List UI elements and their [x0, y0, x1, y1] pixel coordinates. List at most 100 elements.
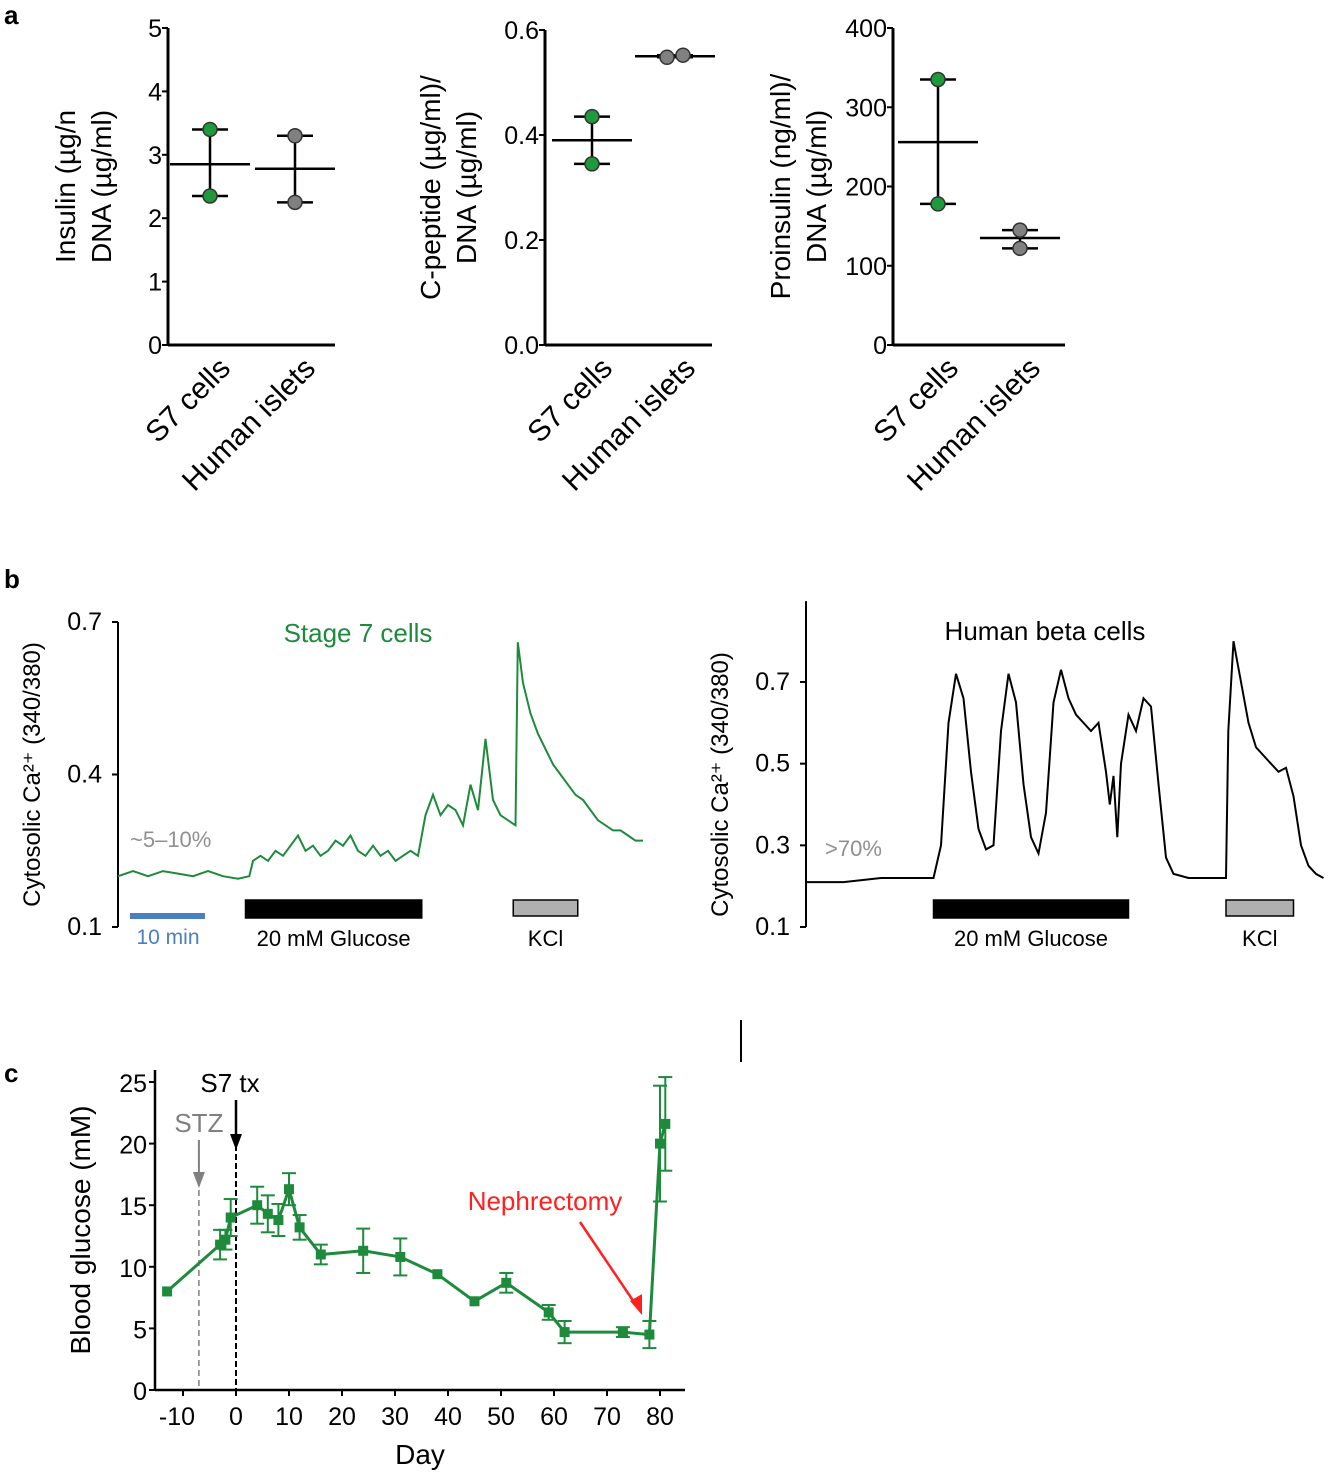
chart-title: Human beta cells: [945, 616, 1146, 646]
y-tick-label: 0.4: [504, 122, 539, 150]
data-point: [202, 188, 218, 204]
data-point: [287, 128, 303, 144]
panel-label-c: c: [4, 1058, 18, 1088]
data-point: [273, 1214, 284, 1225]
nephrectomy-label: Nephrectomy: [468, 1186, 623, 1216]
chart-human-beta-calcium: 0.1 0.3 0.5 0.7 Cytosolic Ca²⁺ (340/380) Huma…: [707, 601, 1324, 951]
x-tick-label: 50: [487, 1403, 515, 1431]
calcium-trace: [806, 641, 1324, 884]
chart-title: Stage 7 cells: [284, 618, 433, 648]
y-axis-label: DNA (µg/ml): [801, 110, 832, 263]
data-point: [287, 194, 303, 211]
y-axis-label: Proinsulin (ng/ml)/: [765, 73, 796, 299]
data-point: [501, 1277, 512, 1288]
y-tick-label: 0.2: [504, 227, 539, 255]
data-point: [559, 1327, 570, 1338]
stz-arrow-head: [192, 1172, 205, 1188]
chart-stage7-calcium: 0.1 0.4 0.7 Cytosolic Ca²⁺ (340/380) Stage 7…: [19, 608, 643, 951]
calcium-trace: [117, 642, 643, 880]
y-tick-label: 5: [148, 15, 162, 43]
y-tick-label: 0: [133, 1378, 147, 1406]
y-axis-label: C-peptide (µg/ml)/: [415, 75, 446, 300]
data-point: [644, 1329, 655, 1340]
data-point: [660, 1118, 671, 1129]
y-tick-label: 200: [845, 174, 887, 202]
data-point: [294, 1222, 305, 1233]
x-tick-label: 80: [646, 1403, 674, 1431]
y-tick-label: 0.1: [755, 913, 790, 941]
y-tick-label: 20: [119, 1132, 147, 1160]
y-tick-label: 3: [148, 142, 162, 170]
y-axis-label: Cytosolic Ca²⁺ (340/380): [707, 652, 734, 917]
data-point: [584, 108, 600, 125]
y-axis-label: DNA (µg/ml): [86, 110, 117, 263]
y-tick-label: 1: [148, 269, 162, 297]
data-point: [930, 71, 946, 88]
chart-c-peptide: 0.0 0.2 0.4 0.6 C-peptide (µg/ml)/DNA (µg/ml…: [415, 17, 715, 498]
y-tick-label: 15: [119, 1193, 147, 1221]
percent-annotation: >70%: [825, 836, 882, 861]
glucose-label: 20 mM Glucose: [954, 926, 1108, 951]
nephrectomy-arrow: [578, 1221, 638, 1306]
y-axis-label: DNA (µg/ml): [451, 111, 482, 264]
kcl-bar: [1225, 899, 1295, 917]
data-point: [202, 121, 218, 138]
chart-blood-glucose: 0 5 10 15 20 25 -10 0 10 20 30 40 50 60 70 80 Day Blood g…: [65, 1068, 685, 1470]
y-tick-label: 0.7: [755, 668, 790, 696]
s7tx-arrow-head: [230, 1134, 242, 1150]
x-tick-label: 60: [540, 1403, 568, 1431]
data-point: [432, 1269, 443, 1280]
glucose-bar: [932, 899, 1130, 919]
stz-label: STZ: [174, 1108, 223, 1138]
x-axis-label: Day: [395, 1439, 445, 1470]
data-point: [675, 47, 691, 63]
x-tick-label: 30: [381, 1403, 409, 1431]
y-tick-label: 100: [845, 253, 887, 281]
y-tick-label: 0.6: [504, 17, 539, 45]
y-tick-label: 5: [133, 1316, 147, 1344]
y-tick-label: 0.1: [67, 913, 102, 941]
nephrectomy-arrow-head: [630, 1294, 642, 1315]
data-point: [395, 1251, 406, 1262]
x-tick-label: 70: [593, 1403, 621, 1431]
data-point: [315, 1249, 326, 1260]
chart-proinsulin: 0 100 200 300 400 Proinsulin (ng/ml)/DNA (µg/…: [765, 15, 1065, 498]
y-tick-label: 400: [845, 15, 887, 43]
data-point: [655, 1138, 665, 1149]
x-tick-label: 20: [328, 1403, 356, 1431]
y-tick-label: 10: [119, 1255, 147, 1283]
data-point: [225, 1212, 236, 1223]
data-point: [617, 1327, 628, 1338]
data-point: [469, 1296, 480, 1307]
x-tick-label: -10: [159, 1403, 195, 1431]
percent-annotation: ~5–10%: [130, 827, 211, 852]
panel-label-b: b: [4, 564, 20, 594]
data-point: [215, 1239, 226, 1250]
y-axis-label: Insulin (µg/n: [50, 110, 81, 263]
glucose-bar: [244, 899, 423, 919]
data-point: [1012, 240, 1028, 257]
data-point: [284, 1184, 294, 1195]
data-point: [930, 196, 946, 212]
data-point: [584, 156, 600, 172]
y-tick-label: 0.0: [504, 332, 539, 360]
y-tick-label: 2: [148, 205, 162, 233]
glucose-line: [166, 1123, 667, 1337]
y-tick-label: 0.3: [755, 831, 790, 859]
scale-bar: [130, 913, 205, 919]
y-tick-label: 0: [148, 332, 162, 360]
panel-label-a: a: [4, 0, 19, 30]
scale-bar-label: 10 min: [136, 926, 199, 949]
data-point: [220, 1234, 231, 1245]
data-point: [659, 49, 675, 66]
s7tx-label: S7 tx: [200, 1068, 259, 1098]
y-tick-label: 25: [119, 1070, 147, 1098]
kcl-label: KCl: [1242, 926, 1277, 951]
data-point: [252, 1200, 263, 1211]
y-tick-label: 0.7: [67, 608, 102, 636]
x-tick-label: 0: [229, 1403, 243, 1431]
data-point: [543, 1307, 554, 1318]
glucose-label: 20 mM Glucose: [257, 926, 411, 951]
